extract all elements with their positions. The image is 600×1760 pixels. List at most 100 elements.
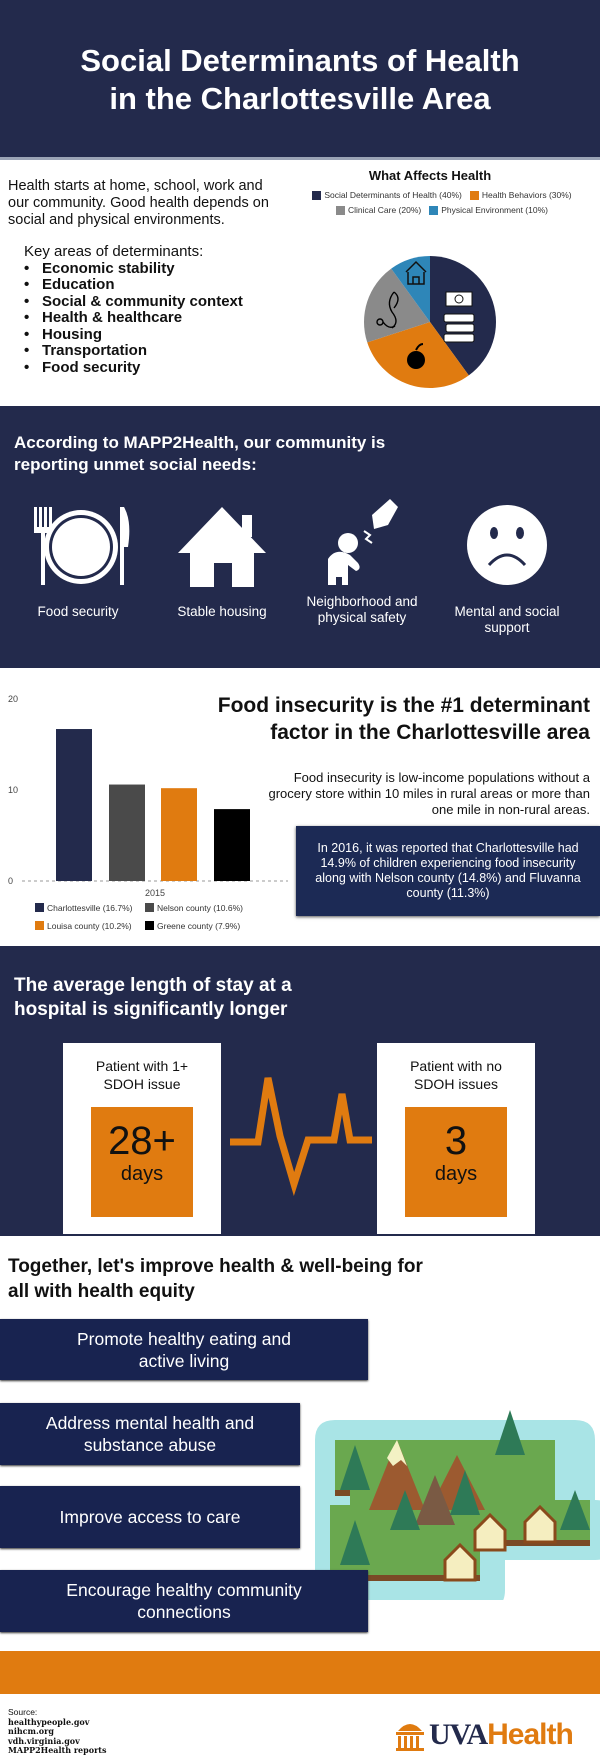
- legend-swatch: [429, 205, 439, 215]
- together-title: Together, let's improve health & well-be…: [8, 1256, 423, 1302]
- violence-icon: [328, 499, 398, 585]
- action-label: Encourage healthy community connections: [66, 1580, 302, 1622]
- key-area-item: Economic stability: [24, 260, 243, 278]
- apple-icon: [407, 343, 425, 369]
- key-areas-title: Key areas of determinants:: [24, 243, 204, 260]
- bar: [109, 784, 145, 881]
- food-description: Food insecurity is low-income population…: [268, 770, 590, 817]
- need-neighborhood-safety: Neighborhood and physical safety: [292, 499, 432, 625]
- section-title: According to MAPP2Health, our community …: [14, 433, 386, 474]
- section-title: The average length of stay at a hospital…: [14, 975, 292, 1020]
- source-item: healthypeople.gov: [8, 1716, 90, 1727]
- stay-unit: days: [120, 1163, 164, 1185]
- action-item: Address mental health and substance abus…: [0, 1403, 300, 1465]
- need-label: Stable housing: [177, 604, 267, 619]
- pie-legend: Social Determinants of Health (40%) Heal…: [292, 190, 592, 215]
- hospital-stay-section: The average length of stay at a hospital…: [0, 946, 600, 1236]
- patient-card-no-sdoh: Patient with no SDOH issues 3 days: [377, 1043, 535, 1234]
- key-area-item: Social & community context: [24, 293, 243, 311]
- orange-divider: [0, 1651, 600, 1694]
- food-stat-box: In 2016, it was reported that Charlottes…: [296, 826, 600, 916]
- uva-health-logo: UVAHealth: [395, 1718, 574, 1752]
- pie-slice: [391, 256, 430, 322]
- legend-swatch: [35, 921, 44, 930]
- unmet-needs-section: According to MAPP2Health, our community …: [0, 406, 600, 668]
- bar: [214, 809, 250, 881]
- patient-card-sdoh: Patient with 1+ SDOH issue 28+ days: [63, 1043, 221, 1234]
- title-line-1: Social Determinants of Health: [80, 43, 520, 78]
- key-area-item: Food security: [24, 359, 243, 377]
- key-area-item: Health & healthcare: [24, 309, 243, 327]
- legend-item: Social Determinants of Health (40%): [312, 190, 462, 200]
- source-item: vdh.virginia.gov: [8, 1735, 80, 1746]
- pie-slice: [364, 268, 430, 343]
- legend-label: Greene county (7.9%): [157, 921, 240, 931]
- title-line-2: in the Charlottesville Area: [109, 81, 491, 116]
- pie-chart: [364, 256, 496, 388]
- food-insecurity-bar-chart: 0 10 20 2015 Charlottesville (16.7%) Nelson c…: [8, 694, 288, 931]
- legend-swatch: [145, 903, 154, 912]
- x-tick-label: 2015: [145, 888, 165, 898]
- legend-swatch: [469, 190, 479, 200]
- y-tick-label: 10: [8, 785, 18, 795]
- action-item: Promote healthy eating and active living: [0, 1319, 368, 1380]
- key-area-item: Transportation: [24, 342, 243, 360]
- need-label: Neighborhood and physical safety: [306, 594, 418, 625]
- legend-item: Physical Environment (10%): [429, 205, 548, 215]
- source-item: MAPP2Health reports: [8, 1745, 107, 1755]
- legend-label: Physical Environment (10%): [441, 205, 548, 215]
- stethoscope-icon: [376, 291, 399, 329]
- bar: [56, 729, 92, 881]
- intro-text: Health starts at home, school, work and …: [8, 178, 269, 228]
- header-banner: Social Determinants of Health in the Char…: [0, 0, 600, 160]
- stay-value: 28+: [108, 1119, 176, 1163]
- need-label: Food security: [37, 604, 119, 619]
- patient-label: Patient with no SDOH issues: [410, 1058, 502, 1092]
- legend-label: Social Determinants of Health (40%): [324, 190, 462, 200]
- stay-value-box: 3 days: [405, 1107, 507, 1217]
- legend-label: Louisa county (10.2%): [47, 921, 132, 931]
- action-item: Encourage healthy community connections: [0, 1570, 368, 1632]
- logo-uva: UVA: [429, 1718, 488, 1751]
- food-stat-text: In 2016, it was reported that Charlottes…: [315, 841, 581, 900]
- rotunda-icon: [396, 1724, 424, 1751]
- legend-label: Charlottesville (16.7%): [47, 903, 133, 913]
- y-tick-label: 0: [8, 876, 13, 886]
- plate-fork-knife-icon: [34, 507, 130, 585]
- house-icon: [178, 507, 266, 587]
- action-label: Promote healthy eating and active living: [76, 1328, 292, 1371]
- pie-title: What Affects Health: [368, 168, 492, 183]
- legend-item: Clinical Care (20%): [336, 205, 421, 215]
- bar: [161, 788, 197, 881]
- need-food-security: Food security: [8, 505, 148, 620]
- legend-item: Health Behaviors (30%): [469, 190, 572, 200]
- heartbeat-icon: [230, 1077, 372, 1197]
- action-item: Improve access to care: [0, 1486, 300, 1548]
- need-mental-social-support: Mental and social support: [437, 505, 577, 635]
- stay-value: 3: [444, 1119, 468, 1163]
- key-area-item: Education: [24, 276, 243, 294]
- key-area-item: Housing: [24, 326, 243, 344]
- source-label: Source:: [8, 1707, 38, 1717]
- money-books-icon: [443, 291, 475, 343]
- legend-label: Health Behaviors (30%): [481, 190, 572, 200]
- community-island-illustration: [315, 1410, 600, 1600]
- legend-label: Nelson county (10.6%): [157, 903, 243, 913]
- stay-unit: days: [434, 1163, 478, 1185]
- sources: Source: healthypeople.gov nihcm.org vdh.…: [8, 1707, 107, 1756]
- legend-swatch: [145, 921, 154, 930]
- page-title: Social Determinants of Health in the Char…: [0, 42, 600, 118]
- house-icon: [405, 260, 427, 285]
- legend-swatch: [312, 190, 322, 200]
- legend-label: Clinical Care (20%): [348, 205, 422, 215]
- legend-swatch: [336, 205, 345, 215]
- need-stable-housing: Stable housing: [152, 505, 292, 620]
- food-title: Food insecurity is the #1 determinant fa…: [217, 694, 590, 744]
- sad-face-icon: [467, 505, 547, 585]
- stay-value-box: 28+ days: [91, 1107, 193, 1217]
- logo-health: Health: [487, 1718, 574, 1751]
- need-label: Mental and social support: [454, 604, 560, 635]
- patient-label: Patient with 1+ SDOH issue: [95, 1058, 189, 1092]
- key-areas: Key areas of determinants: Economic stab…: [24, 243, 243, 377]
- action-label: Address mental health and substance abus…: [45, 1413, 255, 1455]
